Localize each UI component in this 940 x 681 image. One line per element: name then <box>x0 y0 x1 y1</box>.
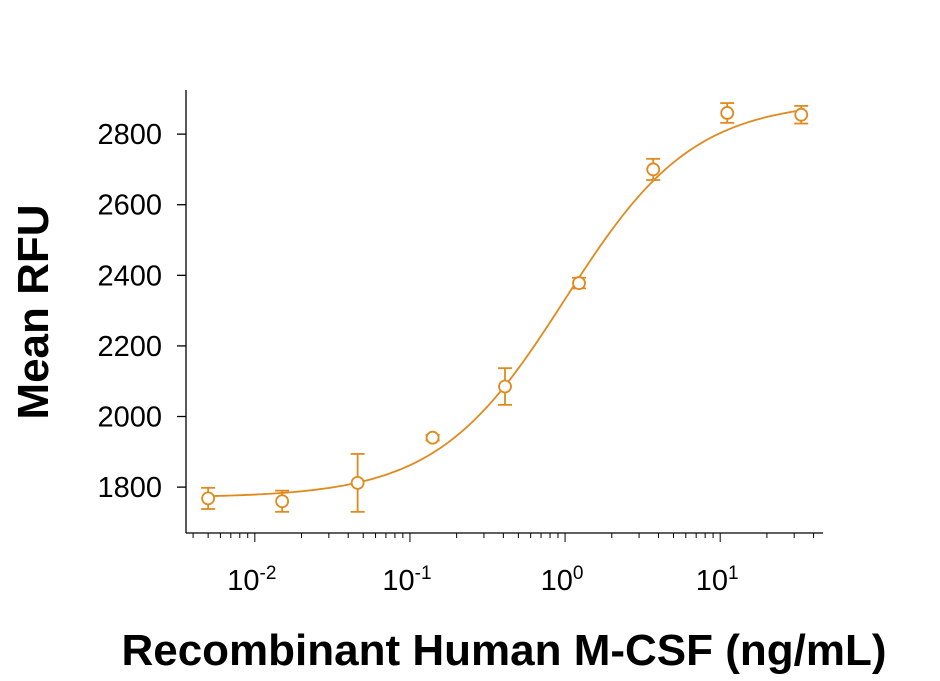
y-tick-label: 2200 <box>97 331 162 363</box>
y-tick-label: 2600 <box>97 190 162 222</box>
y-axis-title: Mean RFU <box>9 204 58 419</box>
point-marker <box>794 107 809 122</box>
y-tick-label: 2000 <box>97 402 162 434</box>
y-axis-ticks: 1800 2000 2200 2400 2600 2800 <box>97 119 186 504</box>
x-tick-label: 10-1 <box>382 563 431 597</box>
plot-area: 1800 2000 2200 2400 2600 2800 10-2 10-1 100 101 <box>97 90 823 597</box>
x-tick-label: 100 <box>541 563 584 597</box>
data-point <box>794 104 809 125</box>
x-tick-label: 101 <box>696 563 739 597</box>
point-marker <box>425 430 440 445</box>
point-marker <box>350 475 365 490</box>
point-marker <box>720 106 735 120</box>
data-point <box>572 276 587 290</box>
x-axis-title: Recombinant Human M-CSF (ng/mL) <box>121 626 886 675</box>
x-axis-ticks: 10-2 10-1 100 101 <box>192 533 815 597</box>
y-tick-label: 1800 <box>97 472 162 504</box>
y-tick-label: 2400 <box>97 260 162 292</box>
data-point <box>498 367 513 406</box>
point-marker <box>275 494 290 509</box>
data-point <box>201 486 216 510</box>
point-marker <box>201 491 216 506</box>
point-marker <box>646 162 661 177</box>
data-point <box>720 102 735 124</box>
data-point <box>275 489 290 513</box>
x-tick-label: 10-2 <box>227 563 276 597</box>
fit-curve-group <box>208 109 802 498</box>
y-tick-label: 2800 <box>97 119 162 151</box>
data-points-group <box>201 102 809 513</box>
point-marker <box>498 379 512 394</box>
data-point <box>350 453 365 513</box>
fit-curve <box>208 109 802 498</box>
point-marker <box>572 276 586 290</box>
data-point <box>425 430 440 445</box>
data-point <box>646 157 661 181</box>
